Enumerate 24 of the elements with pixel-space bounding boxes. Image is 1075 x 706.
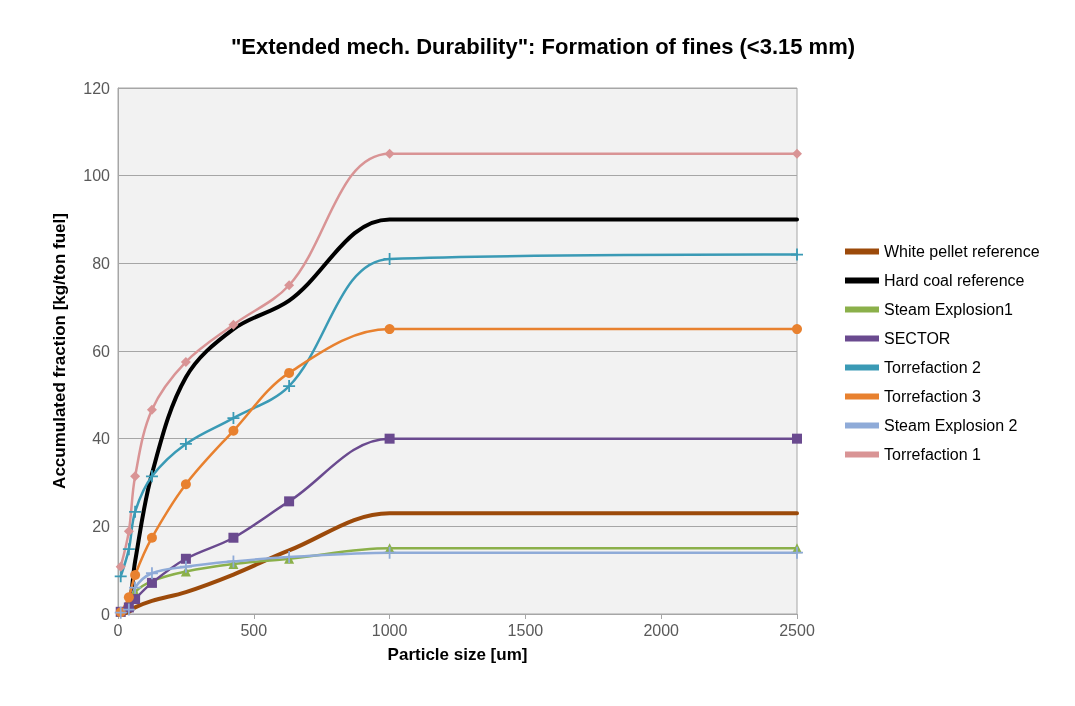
x-tick-label: 1500 (507, 621, 544, 639)
legend-label: Torrefaction 2 (884, 359, 982, 376)
legend-label: SECTOR (884, 330, 951, 347)
legend-label: Steam Explosion1 (884, 301, 1014, 318)
y-tick-label: 20 (92, 517, 111, 535)
x-tick-label: 2500 (779, 621, 815, 639)
y-axis-title: Accumulated fraction [kg/ton fuel] (50, 213, 69, 489)
x-tick-label: 1000 (371, 621, 408, 639)
legend-label: White pellet reference (884, 243, 1040, 260)
legend-label: Hard coal reference (884, 272, 1025, 289)
legend-label: Torrefaction 3 (884, 388, 982, 405)
x-tick-label: 2000 (643, 621, 680, 639)
y-tick-label: 0 (101, 605, 111, 623)
y-tick-label: 80 (92, 254, 111, 272)
y-tick-label: 60 (92, 342, 111, 360)
legend-label: Steam Explosion 2 (884, 417, 1018, 434)
legend-label: Torrefaction 1 (884, 446, 982, 463)
y-tick-label: 40 (92, 430, 111, 448)
y-tick-label: 100 (83, 167, 111, 185)
y-tick-label: 120 (83, 79, 111, 97)
chart-title: "Extended mech. Durability": Formation of fines (<3.15 mm) (230, 33, 856, 59)
x-tick-label: 500 (240, 621, 268, 639)
x-tick-label: 0 (113, 621, 123, 639)
x-axis-title: Particle size [um] (387, 645, 528, 664)
